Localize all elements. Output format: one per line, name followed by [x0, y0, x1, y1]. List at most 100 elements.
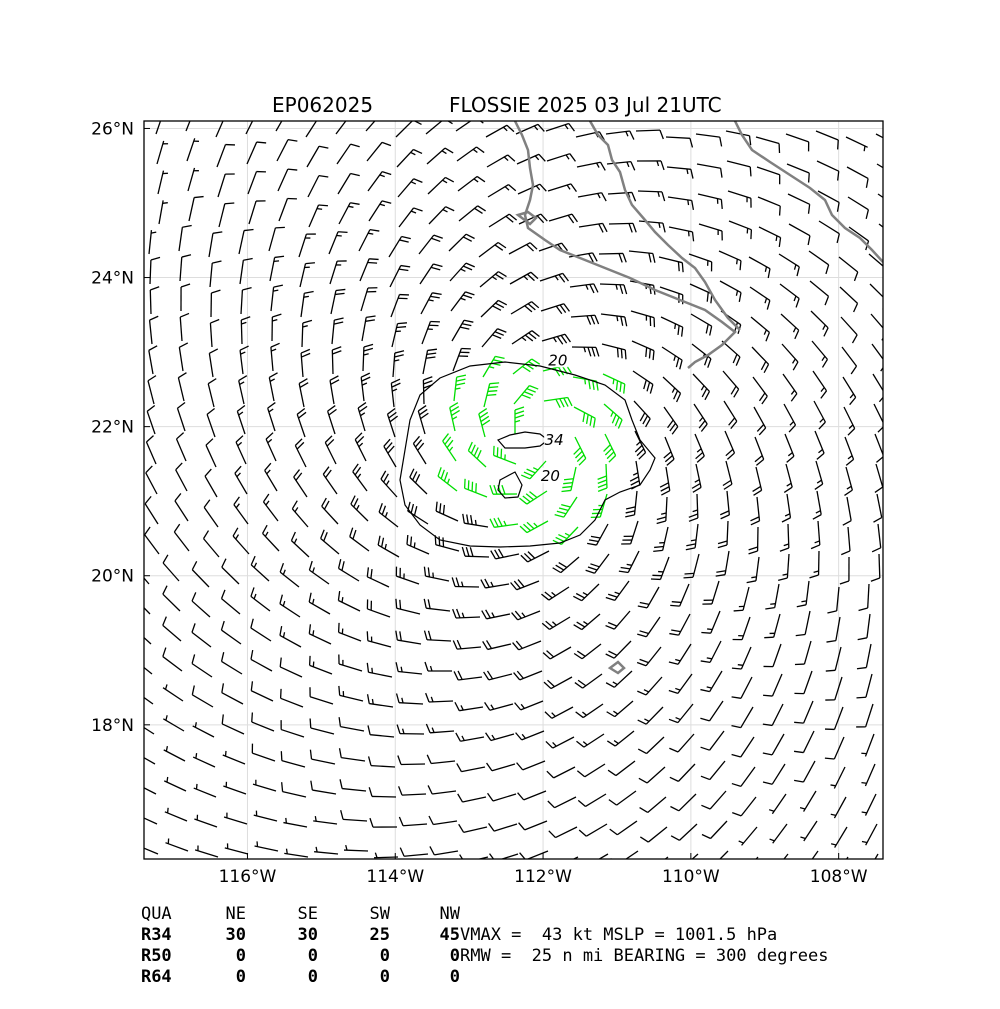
wind-barb	[548, 184, 576, 192]
baja-california-coast	[515, 121, 735, 368]
wind-barb	[607, 701, 633, 717]
wind-barb	[794, 701, 813, 723]
wind-barb	[599, 253, 626, 262]
wind-barb	[765, 584, 779, 609]
wind-barb	[514, 671, 542, 680]
wind-barb	[489, 823, 517, 831]
wind-barb	[755, 437, 764, 465]
wind-barb	[399, 817, 427, 826]
wind-barb	[732, 797, 756, 816]
storm-id: EP062025	[272, 93, 373, 117]
wind-barb	[147, 406, 155, 434]
wind-barb	[718, 521, 728, 548]
wind-barb	[272, 314, 281, 341]
lon-tick-label: 108°W	[810, 867, 868, 887]
wind-barb	[462, 547, 489, 557]
wind-barb	[795, 641, 811, 665]
radii-header-nw: NW	[390, 904, 460, 925]
wind-barb	[249, 201, 266, 224]
wind-barb	[600, 284, 627, 294]
wind-barb	[281, 720, 304, 737]
wind-barb	[301, 291, 314, 317]
radii-value: 25	[318, 925, 390, 946]
wind-barb	[879, 224, 898, 248]
wind-barb	[788, 194, 810, 214]
wind-barb	[794, 761, 815, 782]
wind-barb	[280, 563, 299, 587]
wind-barb	[452, 577, 479, 587]
wind-barb	[133, 656, 152, 674]
wind-barb	[269, 227, 285, 251]
wind-barb	[640, 827, 667, 842]
wind-barb	[239, 230, 254, 254]
wind-barb	[426, 724, 454, 733]
wind-barb	[222, 590, 240, 614]
wind-barb	[266, 433, 276, 461]
wind-barb	[251, 650, 272, 671]
wind-barb	[548, 797, 576, 808]
wind-barb	[694, 404, 707, 431]
wind-barb	[697, 164, 722, 178]
wind-barb	[848, 197, 868, 219]
wind-barb	[516, 731, 544, 740]
radii-value: 0	[246, 946, 318, 967]
wind-barb	[732, 737, 754, 757]
radii-value: 30	[181, 925, 246, 946]
wind-barb	[813, 371, 827, 398]
wind-barb	[278, 169, 297, 191]
wind-barb	[340, 779, 366, 791]
wind-barb	[397, 694, 423, 704]
wind-barb	[410, 469, 427, 494]
wind-barb	[355, 433, 366, 461]
wind-barb	[668, 197, 693, 210]
wind-barb	[663, 377, 681, 402]
wind-barb	[480, 272, 506, 287]
wind-barb	[397, 149, 422, 167]
wind-barb	[294, 470, 307, 497]
wind-barb	[858, 614, 870, 640]
lat-tick-label: 22°N	[91, 418, 134, 438]
wind-barb	[339, 623, 361, 641]
wind-barb	[811, 521, 820, 549]
wind-barb	[813, 491, 821, 519]
wind-barb	[732, 767, 755, 786]
wind-barb	[841, 527, 850, 555]
wind-barb	[429, 816, 457, 824]
wind-barb	[606, 641, 631, 658]
wind-barb	[725, 431, 734, 459]
wind-barb	[840, 557, 849, 584]
wind-barb	[457, 147, 484, 161]
wind-barb	[607, 731, 634, 746]
wind-barb	[753, 467, 762, 495]
wind-barb	[640, 797, 666, 812]
wind-barb	[281, 689, 303, 707]
wind-barb	[701, 761, 725, 780]
wind-barb	[330, 376, 339, 404]
wind-barb	[859, 584, 869, 610]
wind-barb	[578, 193, 606, 201]
wind-barb	[598, 464, 607, 491]
wind-barb	[233, 528, 249, 554]
wind-barb	[666, 137, 692, 147]
contour-34kt	[498, 432, 548, 448]
wind-barb	[174, 524, 189, 551]
wind-barb	[604, 404, 622, 429]
wind-barb	[749, 527, 758, 554]
wind-barb	[246, 113, 266, 134]
wind-barb	[164, 777, 186, 791]
wind-barb	[696, 134, 722, 146]
wind-barb	[484, 383, 499, 407]
wind-barb	[252, 713, 274, 731]
wind-barb	[177, 433, 186, 461]
wind-barb	[136, 841, 158, 854]
wind-barb	[424, 599, 450, 611]
wind-barb	[604, 434, 616, 462]
wind-barb	[769, 794, 786, 814]
wind-barb	[388, 409, 398, 437]
wind-barb	[240, 259, 253, 284]
wind-barb	[825, 677, 842, 700]
wind-barb	[632, 341, 654, 360]
wind-barb	[479, 409, 490, 437]
wind-barb	[486, 125, 514, 137]
